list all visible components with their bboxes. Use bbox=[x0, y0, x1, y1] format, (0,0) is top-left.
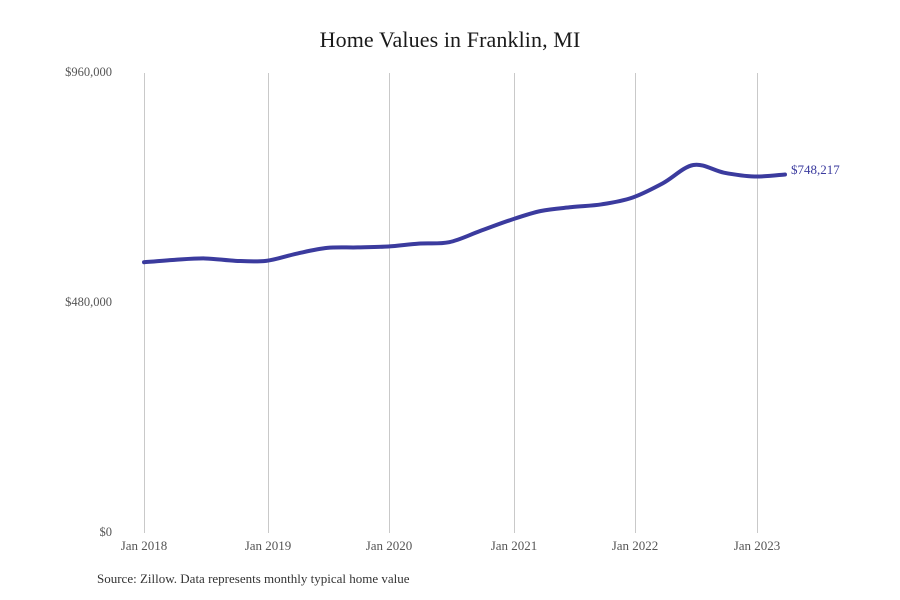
x-axis-tick-label-jan-2020: Jan 2020 bbox=[365, 538, 413, 553]
x-axis-tick-label-jan-2022: Jan 2022 bbox=[611, 538, 659, 553]
x-axis-tick-label-jan-2018: Jan 2018 bbox=[120, 538, 168, 553]
x-axis-tick-label-jan-2019: Jan 2019 bbox=[244, 538, 292, 553]
y-axis-tick-label-960000: $960,000 bbox=[65, 65, 112, 79]
gridlines bbox=[144, 73, 758, 533]
x-axis-tick-label-jan-2023: Jan 2023 bbox=[733, 538, 781, 553]
chart-title: Home Values in Franklin, MI bbox=[319, 27, 581, 52]
y-axis-tick-label-0: $0 bbox=[99, 525, 113, 539]
x-axis-tick-label-jan-2021: Jan 2021 bbox=[490, 538, 538, 553]
y-axis-tick-label-480000: $480,000 bbox=[65, 295, 112, 309]
data-series-line bbox=[142, 162, 787, 265]
source-note: Source: Zillow. Data represents monthly … bbox=[97, 571, 410, 586]
end-value-annotation: $748,217 bbox=[791, 162, 840, 178]
